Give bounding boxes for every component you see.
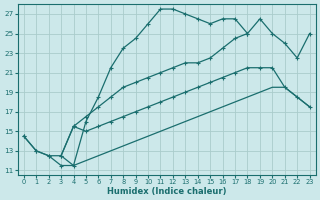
X-axis label: Humidex (Indice chaleur): Humidex (Indice chaleur)	[107, 187, 227, 196]
